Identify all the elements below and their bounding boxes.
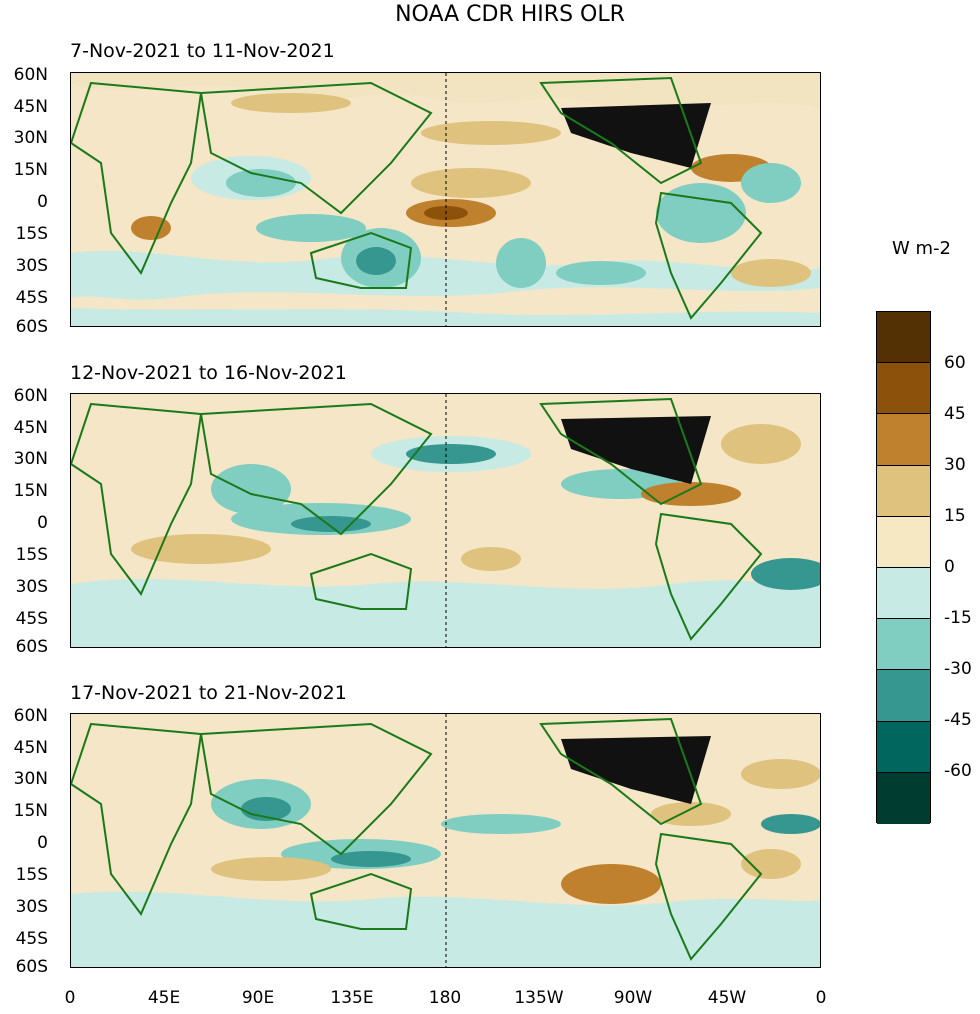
- lon-label: 90W: [613, 988, 653, 1008]
- lat-label: 45N: [13, 738, 48, 758]
- colorbar-label: -30: [944, 659, 972, 679]
- lat-label: 45S: [15, 929, 48, 949]
- lat-label: 15S: [15, 224, 48, 244]
- panel-3-field: [71, 714, 820, 967]
- panel-3-title: 17-Nov-2021 to 21-Nov-2021: [70, 682, 347, 704]
- lon-label: 45E: [147, 988, 181, 1008]
- panel-1-title: 7-Nov-2021 to 11-Nov-2021: [70, 40, 335, 62]
- lat-label: 30N: [13, 128, 48, 148]
- lat-label: 60S: [15, 317, 48, 337]
- lat-label: 0: [37, 192, 48, 212]
- lon-label: 90E: [241, 988, 275, 1008]
- lat-label: 30N: [13, 449, 48, 469]
- lat-label: 60S: [15, 637, 48, 657]
- colorbar-segment: [877, 772, 930, 824]
- colorbar-segment: [877, 465, 930, 517]
- colorbar-segment: [877, 567, 930, 620]
- lon-label: 180: [428, 988, 462, 1008]
- panel-2-map: [70, 393, 821, 648]
- colorbar-label: 30: [944, 455, 966, 475]
- lat-label: 0: [37, 833, 48, 853]
- lat-label: 15S: [15, 545, 48, 565]
- colorbar-label: -60: [944, 761, 972, 781]
- colorbar-label: 0: [944, 557, 955, 577]
- panel-1-map: [70, 72, 821, 327]
- colorbar-segment: [877, 670, 930, 722]
- panel-2-field: [71, 394, 820, 647]
- lat-label: 60N: [13, 706, 48, 726]
- lon-label: 135E: [330, 988, 374, 1008]
- lat-label: 15N: [13, 160, 48, 180]
- colorbar-segment: [877, 363, 930, 415]
- colorbar-segment: [877, 414, 930, 466]
- lon-label: 135W: [514, 988, 564, 1008]
- colorbar-segment: [877, 619, 930, 671]
- lat-label: 30S: [15, 897, 48, 917]
- panel-3-map: [70, 713, 821, 968]
- lat-label: 60N: [13, 386, 48, 406]
- colorbar-label: 60: [944, 353, 966, 373]
- colorbar-segment: [877, 721, 930, 773]
- lon-label: 0: [64, 988, 76, 1008]
- colorbar: [876, 311, 931, 824]
- lat-label: 30N: [13, 769, 48, 789]
- lon-label: 45W: [707, 988, 747, 1008]
- lat-label: 45S: [15, 609, 48, 629]
- lat-label: 15N: [13, 801, 48, 821]
- panel-1-field: [71, 73, 820, 326]
- lat-label: 30S: [15, 577, 48, 597]
- lat-label: 45S: [15, 288, 48, 308]
- lat-label: 30S: [15, 256, 48, 276]
- colorbar-label: 15: [944, 506, 966, 526]
- colorbar-label: -15: [944, 608, 972, 628]
- colorbar-label: 45: [944, 404, 966, 424]
- lat-label: 60S: [15, 957, 48, 977]
- colorbar-title: W m-2: [892, 238, 952, 259]
- colorbar-segment: [877, 312, 930, 364]
- colorbar-segment: [877, 516, 930, 568]
- lat-label: 60N: [13, 65, 48, 85]
- panel-2-title: 12-Nov-2021 to 16-Nov-2021: [70, 362, 347, 384]
- lon-label: 0: [815, 988, 827, 1008]
- lat-label: 15S: [15, 865, 48, 885]
- lat-label: 0: [37, 513, 48, 533]
- colorbar-label: -45: [944, 710, 972, 730]
- figure-title: NOAA CDR HIRS OLR: [395, 2, 625, 27]
- lat-label: 15N: [13, 481, 48, 501]
- lat-label: 45N: [13, 418, 48, 438]
- lat-label: 45N: [13, 97, 48, 117]
